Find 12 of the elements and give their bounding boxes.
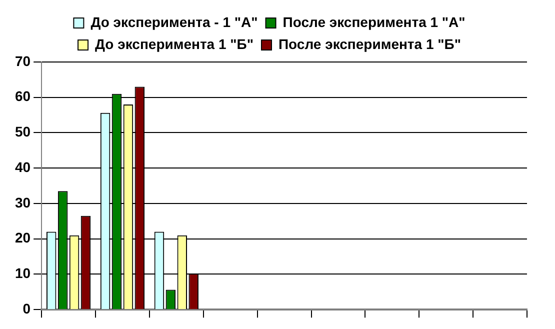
y-tick-label: 40: [14, 158, 31, 175]
y-tick-label: 30: [14, 194, 31, 210]
legend-label: После эксперимента 1 "Б": [278, 36, 461, 52]
y-tick-label: 60: [14, 88, 31, 104]
legend-label: После эксперимента 1 "А": [282, 14, 466, 30]
y-tick-label: 10: [14, 265, 31, 282]
y-tick-label: 0: [22, 300, 31, 316]
y-tick-label: 70: [14, 52, 31, 69]
y-tick-label: 50: [14, 124, 31, 140]
legend-label: До эксперимента 1 "Б": [95, 36, 254, 52]
y-tick-label: 20: [14, 230, 31, 246]
legend-label: До эксперимента - 1 "А": [90, 14, 258, 30]
